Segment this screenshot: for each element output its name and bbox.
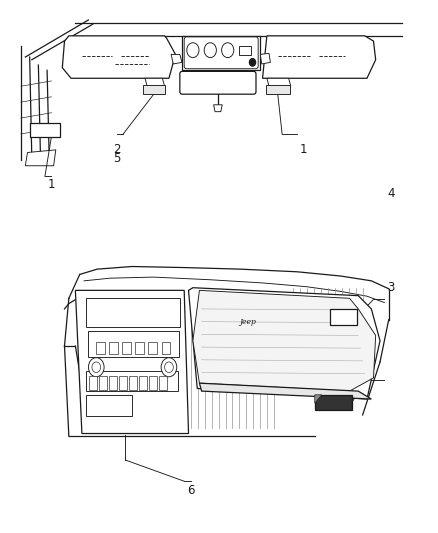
- Text: 1: 1: [300, 143, 307, 156]
- Polygon shape: [182, 36, 260, 70]
- Bar: [149, 376, 157, 390]
- FancyBboxPatch shape: [180, 71, 256, 94]
- Circle shape: [250, 59, 255, 66]
- Polygon shape: [75, 290, 188, 433]
- Circle shape: [88, 358, 104, 377]
- Circle shape: [187, 43, 199, 58]
- Text: 1: 1: [48, 178, 55, 191]
- Bar: [88, 331, 179, 357]
- Circle shape: [161, 358, 177, 377]
- Text: 5: 5: [113, 152, 120, 165]
- Bar: [119, 376, 127, 390]
- Bar: [110, 376, 117, 390]
- Polygon shape: [262, 36, 376, 78]
- Text: 4: 4: [387, 187, 395, 200]
- Polygon shape: [188, 288, 380, 399]
- Text: 6: 6: [187, 484, 194, 497]
- Circle shape: [222, 43, 234, 58]
- Bar: [86, 298, 180, 327]
- Bar: [159, 376, 167, 390]
- Polygon shape: [199, 383, 371, 399]
- Bar: [122, 342, 131, 354]
- Polygon shape: [193, 290, 376, 391]
- Polygon shape: [315, 395, 322, 403]
- Bar: [330, 309, 357, 325]
- Bar: [135, 342, 144, 354]
- Bar: [89, 376, 97, 390]
- Bar: [30, 123, 60, 136]
- Bar: [139, 376, 147, 390]
- Circle shape: [204, 43, 216, 58]
- Polygon shape: [25, 150, 56, 166]
- Circle shape: [92, 362, 101, 373]
- Bar: [148, 342, 157, 354]
- Circle shape: [165, 362, 173, 373]
- Bar: [129, 376, 137, 390]
- Polygon shape: [267, 78, 291, 86]
- Bar: [110, 342, 118, 354]
- Text: 2: 2: [113, 143, 120, 156]
- Text: 3: 3: [387, 281, 395, 294]
- Bar: [86, 371, 178, 391]
- Polygon shape: [62, 36, 176, 78]
- Polygon shape: [214, 105, 222, 112]
- Polygon shape: [260, 53, 270, 64]
- Bar: [315, 395, 352, 410]
- FancyBboxPatch shape: [184, 37, 258, 69]
- Bar: [99, 376, 107, 390]
- Bar: [143, 85, 165, 94]
- Bar: [162, 342, 170, 354]
- Polygon shape: [171, 54, 182, 64]
- Text: Jeep: Jeep: [239, 318, 256, 326]
- Bar: [266, 85, 290, 94]
- Bar: [86, 395, 132, 416]
- Bar: [239, 46, 251, 55]
- Bar: [96, 342, 105, 354]
- Polygon shape: [145, 78, 165, 86]
